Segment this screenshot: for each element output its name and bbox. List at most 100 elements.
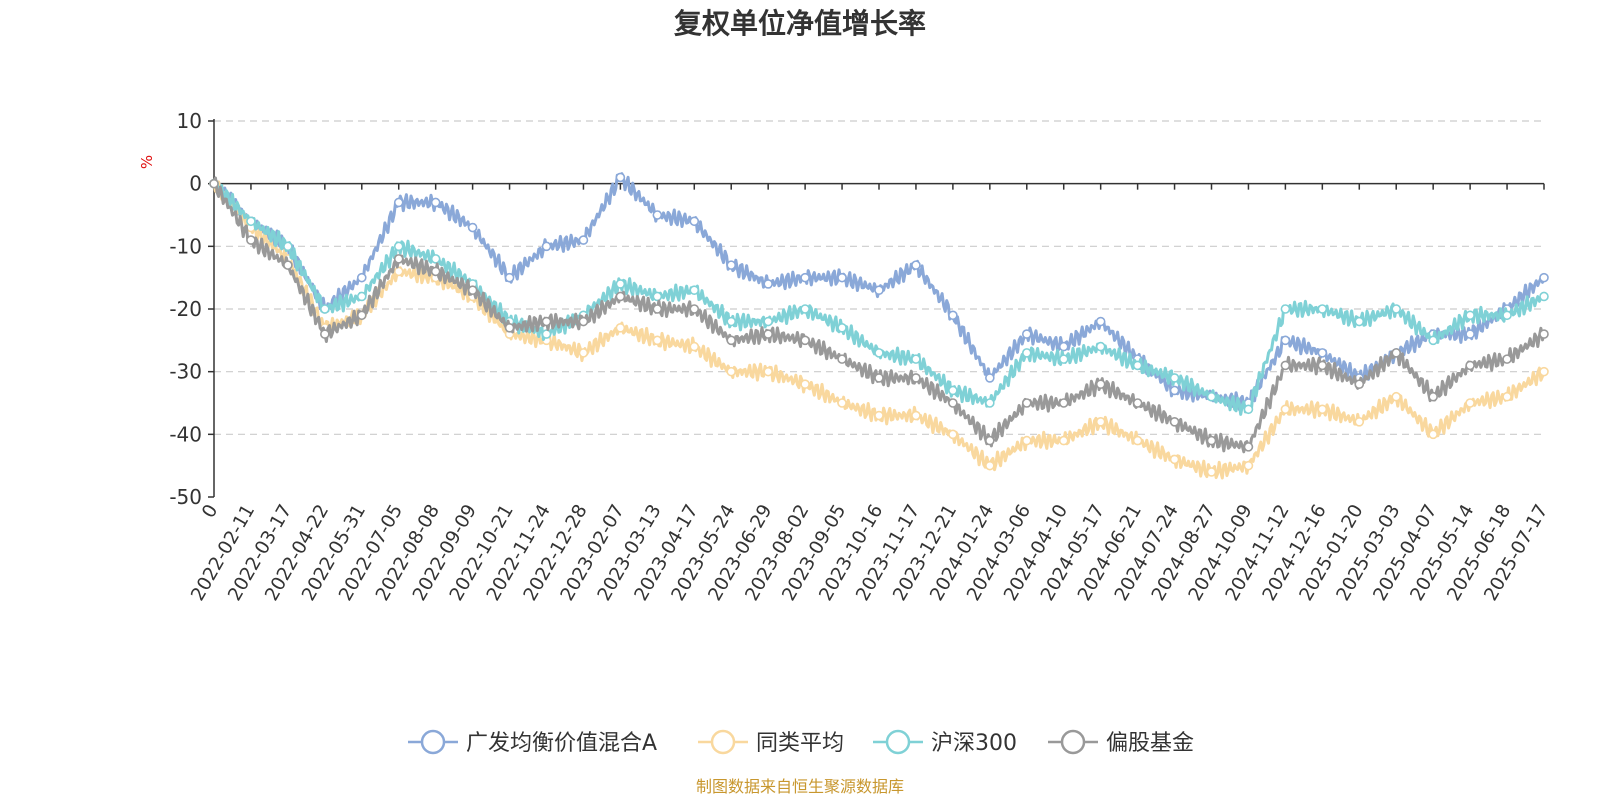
data-point xyxy=(874,348,884,358)
data-point xyxy=(1280,360,1291,371)
data-point xyxy=(1021,329,1032,339)
data-point xyxy=(1169,416,1180,427)
data-point xyxy=(615,172,626,183)
data-point xyxy=(763,279,773,289)
data-point xyxy=(283,260,293,270)
data-point xyxy=(1539,329,1549,339)
y-tick-label: 0 xyxy=(189,172,202,196)
data-point xyxy=(800,379,810,390)
series-3 xyxy=(209,176,1549,454)
data-point xyxy=(1317,304,1328,314)
series-line xyxy=(212,180,1546,480)
y-tick-label: -50 xyxy=(169,485,202,509)
legend-item-3[interactable]: 偏股基金 xyxy=(1048,729,1194,756)
data-point xyxy=(837,398,847,408)
data-point xyxy=(356,310,367,321)
data-point xyxy=(1095,341,1106,352)
data-point xyxy=(652,304,663,314)
data-point xyxy=(541,241,552,252)
data-point xyxy=(985,435,995,446)
legend-label: 沪深300 xyxy=(931,731,1017,756)
data-point xyxy=(1021,348,1032,358)
data-point xyxy=(726,316,737,327)
data-point xyxy=(689,304,700,314)
series-1 xyxy=(209,178,1549,480)
data-point xyxy=(689,285,700,296)
legend-label: 偏股基金 xyxy=(1106,731,1194,756)
data-point xyxy=(948,398,958,408)
data-point xyxy=(1243,404,1254,415)
data-point xyxy=(1428,429,1438,440)
data-point xyxy=(1280,404,1291,415)
data-point xyxy=(430,197,441,208)
data-point xyxy=(652,210,663,220)
data-point xyxy=(837,272,847,283)
data-point xyxy=(541,329,552,339)
data-point xyxy=(1539,291,1549,302)
data-point xyxy=(1280,335,1291,346)
data-point xyxy=(541,316,552,327)
legend-item-2[interactable]: 沪深300 xyxy=(873,729,1017,756)
data-point xyxy=(948,310,958,321)
series-2 xyxy=(209,178,1549,416)
data-point xyxy=(1539,366,1549,377)
data-point xyxy=(320,329,330,339)
data-point xyxy=(1354,316,1365,327)
data-point xyxy=(1243,442,1254,452)
data-point xyxy=(1354,379,1365,390)
legend-circle-icon xyxy=(1060,729,1086,755)
y-tick-label: -10 xyxy=(169,234,202,258)
legend[interactable]: 广发均衡价值混合A 同类平均 沪深300 偏股基金 xyxy=(408,729,1194,756)
data-point xyxy=(615,291,626,302)
data-point xyxy=(763,316,773,327)
data-point xyxy=(578,235,589,245)
data-point xyxy=(1021,398,1032,408)
data-point xyxy=(1169,454,1180,465)
axis-layer: 100-10-20-30-40-5002022-02-112022-03-172… xyxy=(169,109,1552,605)
source-note: 制图数据来自恒生聚源数据库 xyxy=(696,777,904,796)
legend-label: 广发均衡价值混合A xyxy=(466,731,657,756)
data-point xyxy=(1021,435,1032,446)
data-point xyxy=(1095,416,1106,427)
data-point xyxy=(393,197,404,208)
data-point xyxy=(985,460,995,471)
data-point xyxy=(1095,316,1106,327)
data-point xyxy=(1132,398,1143,408)
data-point xyxy=(1280,304,1291,314)
data-point xyxy=(763,366,773,377)
data-point xyxy=(911,373,921,383)
data-point xyxy=(615,322,626,333)
data-point xyxy=(726,260,737,270)
series-layer xyxy=(209,172,1549,480)
data-point xyxy=(393,266,404,277)
data-point xyxy=(726,366,737,377)
data-point xyxy=(800,304,810,314)
y-tick-label: -20 xyxy=(169,297,202,321)
data-point xyxy=(1502,354,1512,364)
data-point xyxy=(874,373,884,383)
data-point xyxy=(800,335,810,346)
data-point xyxy=(1206,467,1217,477)
data-point xyxy=(911,260,921,270)
series-0 xyxy=(209,172,1549,411)
data-point xyxy=(1317,404,1328,415)
data-point xyxy=(1169,373,1180,383)
data-point xyxy=(504,272,515,283)
data-point xyxy=(763,329,773,339)
data-point xyxy=(1058,398,1069,408)
data-point xyxy=(1465,310,1475,321)
legend-item-1[interactable]: 同类平均 xyxy=(698,729,844,756)
data-point xyxy=(985,373,995,383)
data-point xyxy=(1391,391,1402,402)
data-point xyxy=(985,398,995,408)
legend-item-0[interactable]: 广发均衡价值混合A xyxy=(408,729,657,756)
y-tick-label: -40 xyxy=(169,422,202,446)
grid-layer xyxy=(214,120,1544,435)
y-axis-unit: % xyxy=(138,155,156,169)
data-point xyxy=(1354,416,1365,427)
data-point xyxy=(1206,391,1217,402)
data-point xyxy=(1465,360,1475,371)
data-point xyxy=(1169,385,1180,396)
data-point xyxy=(1206,435,1217,446)
